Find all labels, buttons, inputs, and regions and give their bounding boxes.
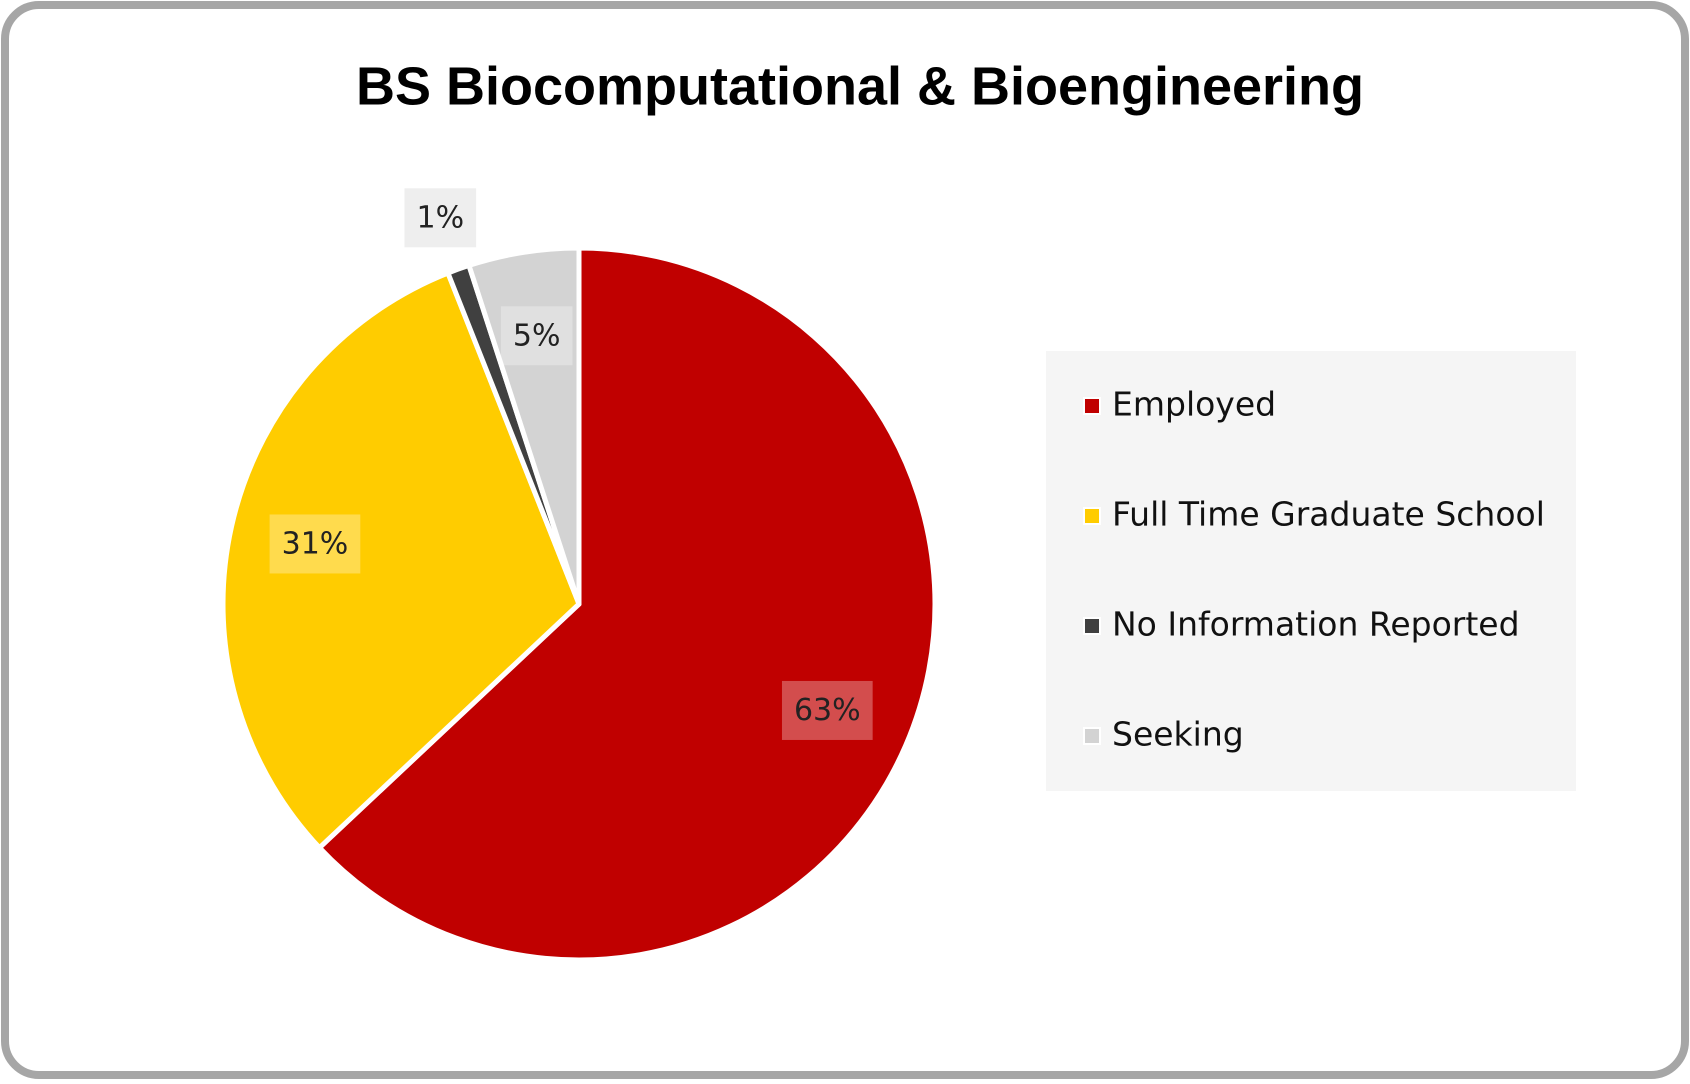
legend-label: Full Time Graduate School	[1112, 495, 1545, 534]
legend-label: Seeking	[1112, 715, 1244, 754]
data-label: 63%	[794, 693, 861, 728]
legend-marker	[1083, 727, 1101, 745]
data-label: 1%	[417, 200, 465, 235]
data-label-bg	[404, 188, 477, 248]
legend-box	[1046, 351, 1576, 791]
data-label-bg	[269, 514, 361, 574]
legend-label: Employed	[1112, 385, 1276, 424]
chart-title: BS Biocomputational & Bioengineering	[356, 56, 1364, 116]
data-label-bg	[500, 306, 573, 366]
data-label-bg	[781, 680, 873, 740]
data-label: 31%	[282, 526, 349, 561]
pie-slice	[316, 245, 938, 963]
data-label: 5%	[513, 318, 561, 353]
pie-slice	[466, 245, 582, 607]
legend-marker	[1083, 397, 1101, 415]
legend-marker	[1083, 617, 1101, 635]
pie-slice	[220, 270, 582, 851]
legend-label: No Information Reported	[1112, 605, 1520, 644]
legend-marker	[1083, 507, 1101, 525]
